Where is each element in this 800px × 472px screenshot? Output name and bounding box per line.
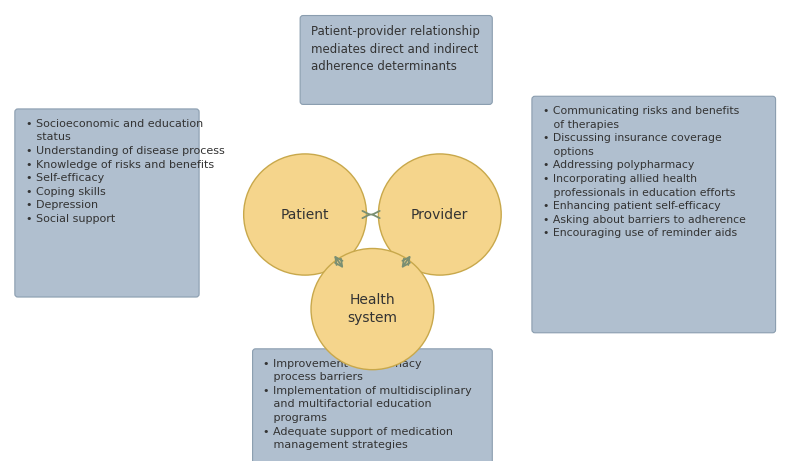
Text: • Improvement of pharmacy
   process barriers
• Implementation of multidisciplin: • Improvement of pharmacy process barrie… — [263, 359, 472, 450]
FancyBboxPatch shape — [300, 16, 492, 104]
Circle shape — [378, 154, 502, 275]
FancyBboxPatch shape — [532, 96, 775, 333]
Text: • Socioeconomic and education
   status
• Understanding of disease process
• Kno: • Socioeconomic and education status • U… — [26, 119, 225, 224]
Text: Provider: Provider — [411, 208, 469, 221]
Circle shape — [311, 248, 434, 370]
Text: Health
system: Health system — [347, 293, 398, 325]
Text: • Communicating risks and benefits
   of therapies
• Discussing insurance covera: • Communicating risks and benefits of th… — [543, 106, 746, 238]
FancyBboxPatch shape — [15, 109, 199, 297]
Circle shape — [244, 154, 366, 275]
FancyBboxPatch shape — [253, 349, 492, 468]
Text: Patient: Patient — [281, 208, 330, 221]
Text: Patient-provider relationship
mediates direct and indirect
adherence determinant: Patient-provider relationship mediates d… — [311, 25, 480, 73]
